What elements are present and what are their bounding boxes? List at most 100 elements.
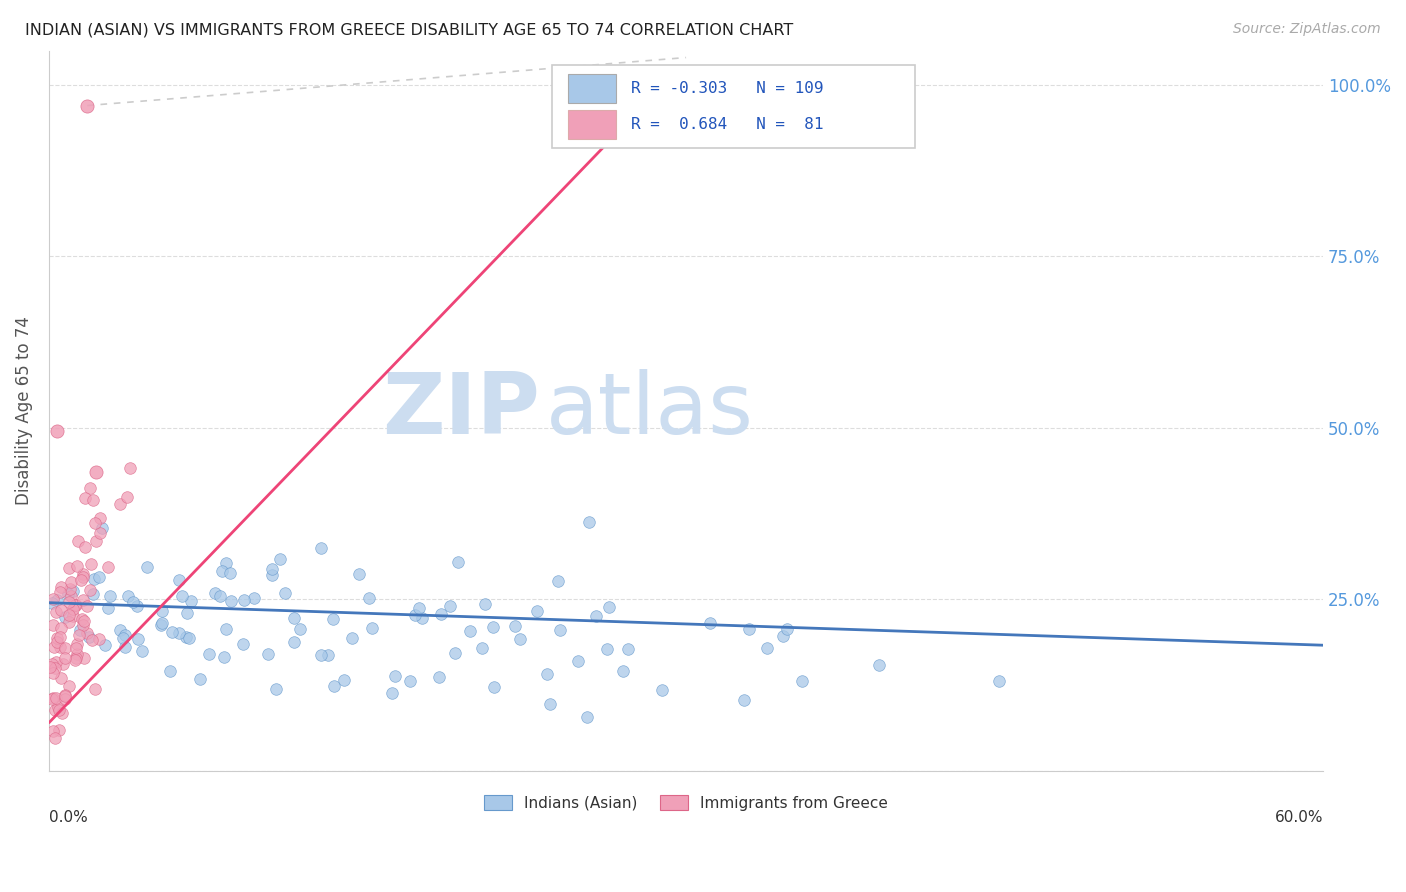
Text: INDIAN (ASIAN) VS IMMIGRANTS FROM GREECE DISABILITY AGE 65 TO 74 CORRELATION CHA: INDIAN (ASIAN) VS IMMIGRANTS FROM GREECE… bbox=[25, 22, 793, 37]
Point bbox=[274, 586, 297, 600]
Point bbox=[776, 622, 799, 636]
Point bbox=[42, 617, 65, 632]
Point bbox=[150, 604, 173, 618]
Text: R = -0.303   N = 109: R = -0.303 N = 109 bbox=[631, 81, 824, 96]
Point bbox=[444, 646, 467, 660]
Point bbox=[58, 587, 80, 601]
Point bbox=[122, 595, 145, 609]
Point bbox=[48, 703, 70, 717]
Point bbox=[567, 654, 589, 668]
Point bbox=[458, 624, 481, 639]
Point bbox=[44, 703, 66, 717]
Point bbox=[48, 630, 70, 644]
Point bbox=[283, 611, 305, 625]
Point bbox=[73, 540, 96, 554]
Point bbox=[474, 597, 496, 611]
Point bbox=[42, 690, 65, 705]
Point bbox=[309, 541, 332, 555]
Point bbox=[79, 582, 101, 597]
Point bbox=[49, 603, 72, 617]
Point bbox=[550, 624, 572, 638]
Point bbox=[332, 673, 354, 688]
Point bbox=[596, 642, 619, 657]
Point bbox=[204, 586, 226, 600]
Point bbox=[430, 607, 453, 622]
Point bbox=[264, 682, 287, 697]
Point bbox=[58, 615, 80, 630]
Point bbox=[45, 634, 67, 648]
Point bbox=[70, 612, 93, 626]
Point bbox=[578, 516, 600, 530]
Point bbox=[53, 610, 76, 624]
Point bbox=[617, 641, 640, 656]
Point bbox=[117, 589, 139, 603]
Point bbox=[114, 628, 136, 642]
Point bbox=[83, 682, 105, 697]
Point bbox=[212, 649, 235, 664]
Point bbox=[399, 673, 422, 688]
Text: Source: ZipAtlas.com: Source: ZipAtlas.com bbox=[1233, 22, 1381, 37]
Point bbox=[188, 672, 211, 686]
Point bbox=[55, 641, 77, 656]
Point bbox=[84, 466, 107, 480]
Point bbox=[211, 565, 233, 579]
Point bbox=[536, 667, 558, 681]
Point bbox=[73, 614, 96, 628]
Point bbox=[66, 647, 89, 661]
Point bbox=[260, 562, 283, 576]
Point bbox=[526, 604, 548, 618]
Point bbox=[67, 534, 90, 549]
Point bbox=[97, 601, 120, 615]
Point bbox=[738, 622, 761, 636]
Point bbox=[172, 589, 194, 603]
Text: atlas: atlas bbox=[546, 369, 754, 452]
Point bbox=[404, 607, 426, 622]
Point bbox=[150, 616, 173, 631]
Point bbox=[538, 698, 561, 712]
FancyBboxPatch shape bbox=[553, 65, 915, 148]
Point bbox=[149, 617, 172, 632]
Point bbox=[340, 631, 363, 645]
Point bbox=[110, 623, 132, 637]
Point bbox=[89, 525, 111, 540]
Point bbox=[136, 559, 159, 574]
Point bbox=[45, 655, 67, 669]
Point bbox=[77, 630, 100, 644]
Point bbox=[48, 723, 70, 738]
Point bbox=[756, 641, 779, 656]
Point bbox=[46, 424, 69, 438]
Text: 0.0%: 0.0% bbox=[49, 810, 87, 825]
Point bbox=[53, 651, 76, 665]
Point bbox=[481, 620, 503, 634]
Point bbox=[120, 460, 142, 475]
Point bbox=[44, 731, 66, 746]
Point bbox=[127, 599, 149, 613]
Point bbox=[89, 511, 111, 525]
Text: R =  0.684   N =  81: R = 0.684 N = 81 bbox=[631, 118, 824, 132]
Point bbox=[283, 635, 305, 649]
Point bbox=[651, 682, 673, 697]
Point bbox=[176, 606, 198, 620]
Point bbox=[79, 481, 101, 495]
Point bbox=[51, 580, 73, 594]
Point bbox=[509, 632, 531, 647]
Point bbox=[69, 623, 91, 637]
Point bbox=[89, 632, 111, 646]
Point bbox=[361, 621, 384, 635]
Point bbox=[439, 599, 461, 614]
Point bbox=[51, 671, 73, 685]
Point bbox=[46, 700, 69, 714]
Point bbox=[111, 631, 134, 645]
Point bbox=[41, 596, 63, 610]
Point bbox=[215, 622, 238, 636]
Point bbox=[612, 664, 634, 678]
Point bbox=[82, 632, 104, 647]
Point bbox=[792, 673, 814, 688]
Y-axis label: Disability Age 65 to 74: Disability Age 65 to 74 bbox=[15, 317, 32, 505]
Point bbox=[42, 592, 65, 607]
Point bbox=[167, 573, 190, 587]
Point bbox=[52, 657, 75, 671]
Point bbox=[323, 679, 346, 693]
Point bbox=[167, 626, 190, 640]
Point bbox=[62, 584, 84, 599]
